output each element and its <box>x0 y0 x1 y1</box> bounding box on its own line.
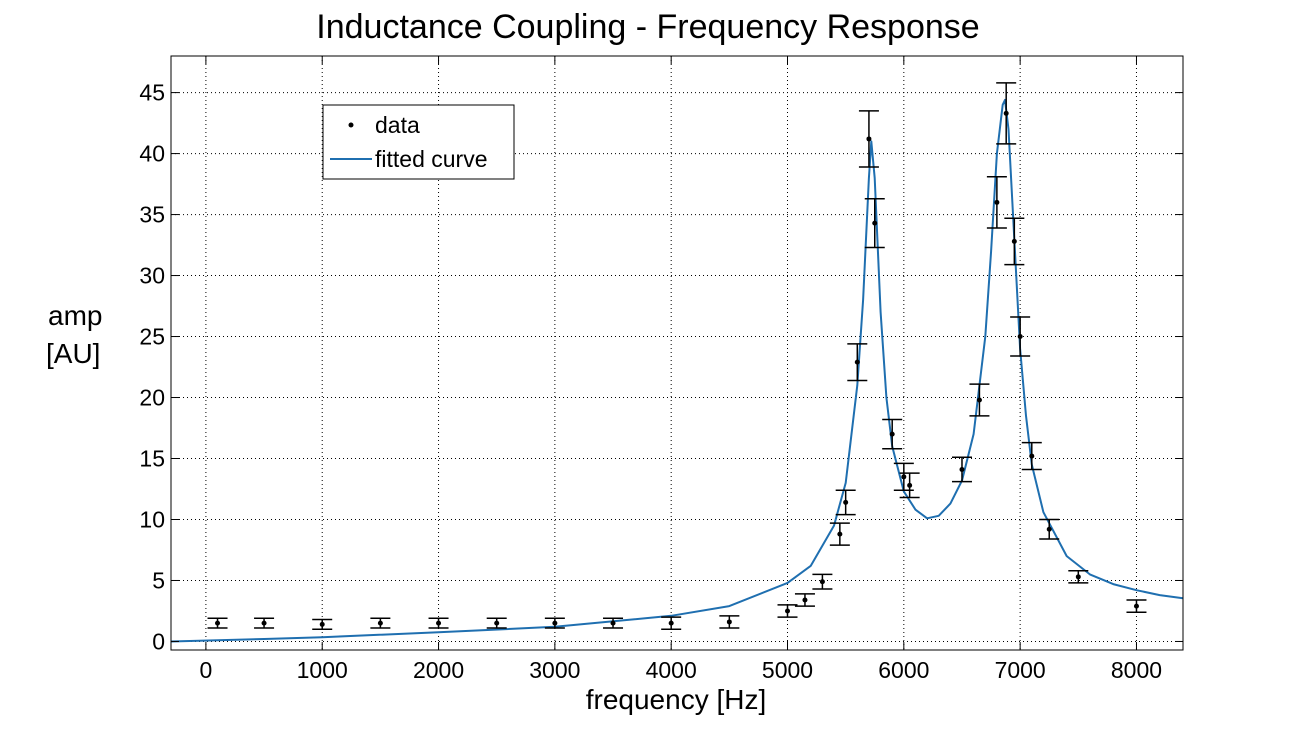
x-tick-label: 4000 <box>646 657 697 683</box>
y-tick-label: 10 <box>139 506 165 532</box>
data-point-group <box>719 615 740 629</box>
data-point-group <box>893 462 914 491</box>
grid-lines <box>171 56 1183 650</box>
fitted-curve-series <box>170 98 1184 643</box>
data-point-group <box>794 593 815 607</box>
data-point-group <box>428 617 449 629</box>
data-point <box>854 359 860 365</box>
x-tick-label: 1000 <box>297 657 348 683</box>
data-point <box>837 531 843 537</box>
data-point-group <box>864 197 885 249</box>
data-point-group <box>835 489 856 516</box>
data-point-group <box>207 617 228 629</box>
data-point-group <box>254 617 275 629</box>
axis-ticks: 0 1000 2000 3000 4000 5000 6000 7000 8000 0 5 10 15 2… <box>139 56 1183 683</box>
data-point <box>1029 453 1035 459</box>
data-point <box>1017 334 1023 340</box>
data-point-group <box>1126 599 1147 613</box>
data-point <box>215 620 221 626</box>
legend-box <box>322 104 515 180</box>
x-tick-label: 7000 <box>995 657 1046 683</box>
chart-title: Inductance Coupling - Frequency Response <box>316 8 979 46</box>
data-point <box>785 608 791 614</box>
data-point <box>889 431 895 437</box>
data-point <box>1046 526 1052 532</box>
data-point <box>976 397 982 403</box>
data-point <box>610 620 616 626</box>
data-point <box>1075 574 1081 580</box>
data-point-group <box>1004 217 1025 266</box>
plot-frame <box>170 55 1184 651</box>
y-tick-label: 40 <box>139 141 165 167</box>
x-tick-label: 2000 <box>413 657 464 683</box>
data-point <box>261 620 267 626</box>
data-point <box>901 474 907 480</box>
data-point-group <box>1039 518 1060 540</box>
data-point <box>843 499 849 505</box>
legend-fit-label: fitted curve <box>375 146 488 172</box>
data-point <box>552 620 558 626</box>
data-point <box>319 621 325 627</box>
data-point-group <box>996 82 1017 145</box>
data-point-group <box>603 617 624 629</box>
data-point-group <box>777 604 798 618</box>
y-tick-label: 15 <box>139 446 165 472</box>
data-point <box>377 620 383 626</box>
data-point <box>994 199 1000 205</box>
y-tick-label: 0 <box>152 628 165 654</box>
data-point-group <box>847 343 868 382</box>
data-point <box>866 136 872 142</box>
data-point-group <box>812 573 833 590</box>
data-point <box>1133 603 1139 609</box>
x-tick-label: 0 <box>199 657 212 683</box>
x-axis-label: frequency [Hz] <box>586 684 767 715</box>
y-axis-label-line-1: amp <box>48 300 102 331</box>
data-point-group <box>1010 316 1031 357</box>
y-tick-label: 35 <box>139 202 165 228</box>
data-point-group <box>899 472 920 499</box>
data-point-group <box>486 617 507 629</box>
legend: data fitted curve <box>322 104 515 180</box>
y-tick-label: 20 <box>139 385 165 411</box>
x-tick-label: 6000 <box>878 657 929 683</box>
x-tick-label: 8000 <box>1111 657 1162 683</box>
data-point-group <box>969 383 990 417</box>
data-point <box>726 619 732 625</box>
data-point-group <box>986 176 1007 229</box>
data-point <box>872 220 878 226</box>
x-tick-label: 3000 <box>529 657 580 683</box>
legend-data-marker <box>348 122 354 128</box>
data-point-group <box>661 616 682 631</box>
data-point-group <box>1068 569 1089 584</box>
data-point <box>959 466 965 472</box>
data-point-group <box>544 617 565 629</box>
data-point <box>494 620 500 626</box>
fitted-curve-line <box>170 98 1184 643</box>
data-series <box>207 82 1147 631</box>
data-point-group <box>858 110 879 168</box>
y-tick-label: 45 <box>139 80 165 106</box>
y-tick-label: 5 <box>152 567 165 593</box>
x-tick-label: 5000 <box>762 657 813 683</box>
y-axis-label-line-2: [AU] <box>46 338 100 369</box>
data-point <box>907 482 913 488</box>
data-point <box>436 620 442 626</box>
data-point-group <box>951 456 972 483</box>
data-point <box>668 620 674 626</box>
data-point-group <box>829 522 850 546</box>
data-point-group <box>312 618 333 631</box>
data-point-group <box>370 617 391 629</box>
data-point <box>819 579 825 585</box>
data-point <box>802 597 808 603</box>
legend-data-label: data <box>375 112 420 138</box>
y-tick-label: 25 <box>139 324 165 350</box>
data-point-group <box>1021 441 1042 471</box>
data-point <box>1003 110 1009 116</box>
data-point <box>1011 238 1017 244</box>
y-tick-label: 30 <box>139 263 165 289</box>
data-point-group <box>882 418 903 450</box>
